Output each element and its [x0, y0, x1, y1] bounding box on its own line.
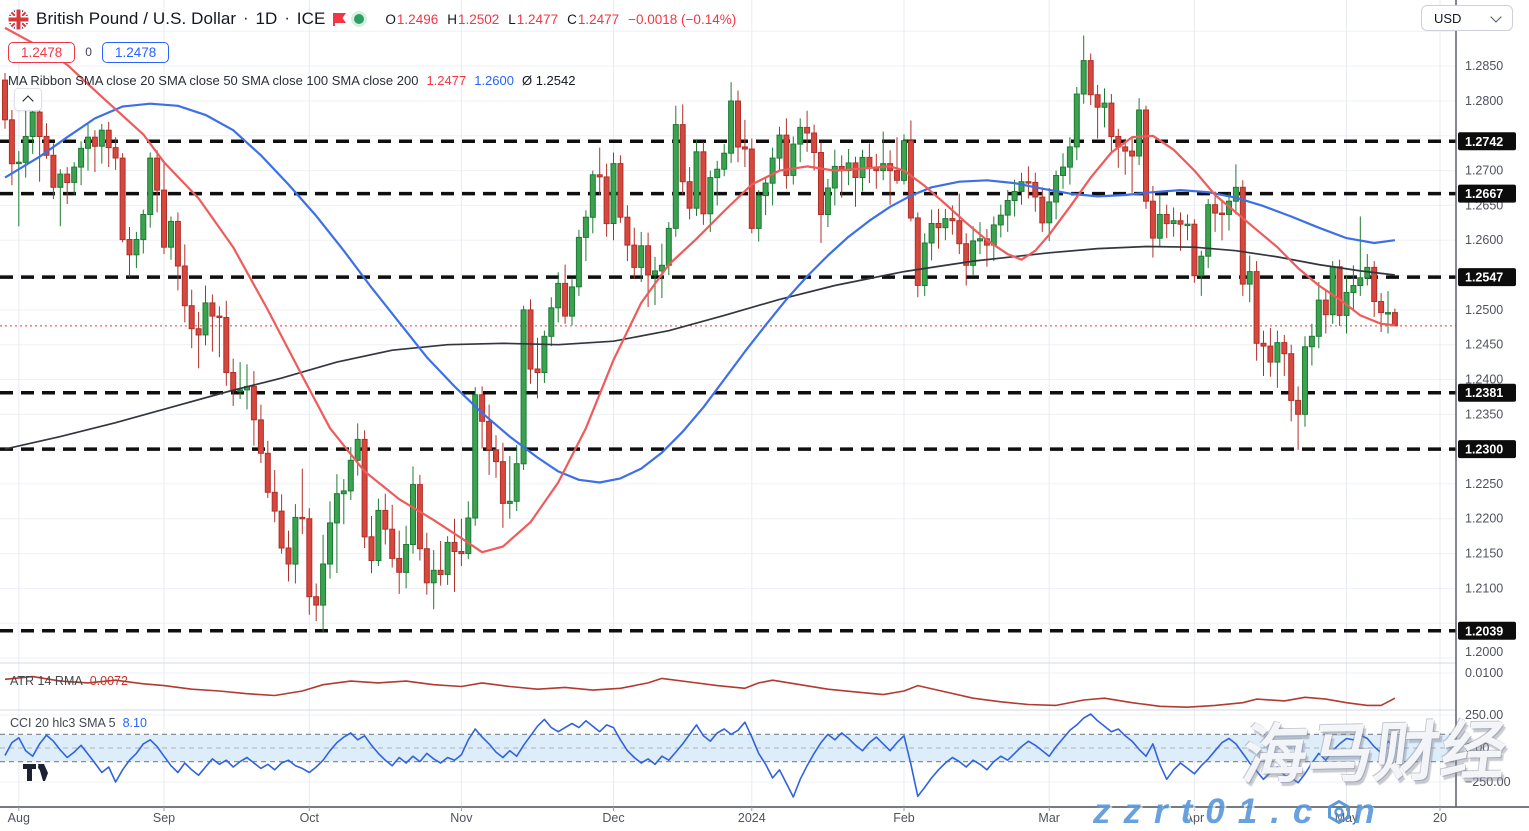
ma-ribbon-label[interactable]: MA Ribbon SMA close 20 SMA close 50 SMA …	[8, 73, 419, 88]
currency-dropdown[interactable]: USD	[1421, 5, 1513, 31]
price-level-lines[interactable]	[0, 139, 1456, 633]
svg-text:Mar: Mar	[1038, 811, 1060, 825]
svg-text:May: May	[1335, 811, 1359, 825]
close-label: C	[567, 11, 577, 27]
cci-legend[interactable]: CCI 20 hlc3 SMA 5 8.10	[10, 716, 147, 730]
svg-text:1.2600: 1.2600	[1465, 233, 1503, 247]
sma-20-line	[4, 26, 1396, 554]
svg-text:1.2400: 1.2400	[1465, 373, 1503, 387]
cci-band	[0, 733, 1456, 763]
svg-text:−250.00: −250.00	[1465, 775, 1511, 789]
atr-value: 0.0072	[89, 674, 128, 688]
chevron-up-icon	[22, 95, 34, 107]
cci-line[interactable]	[4, 713, 1396, 798]
ma-mid-value: 1.2600	[474, 73, 514, 88]
svg-text:Nov: Nov	[450, 811, 473, 825]
red-flag-icon[interactable]	[332, 12, 347, 27]
svg-text:1.2100: 1.2100	[1465, 581, 1503, 595]
ma-ribbon-legend[interactable]: MA Ribbon SMA close 20 SMA close 50 SMA …	[8, 73, 736, 88]
svg-text:1.2039: 1.2039	[1465, 624, 1503, 638]
legend-collapse-button[interactable]	[14, 88, 42, 111]
price-axis[interactable]: 1.28501.28001.27001.26501.26001.25001.24…	[1458, 59, 1516, 789]
atr-label[interactable]: ATR 14 RMA	[10, 674, 83, 688]
high-label: H	[447, 11, 457, 27]
svg-text:1.2000: 1.2000	[1465, 645, 1503, 659]
symbol-legend: British Pound / U.S. Dollar · 1D · ICE O…	[8, 6, 736, 88]
high-value: 1.2502	[457, 11, 500, 27]
uk-flag-icon	[8, 9, 29, 29]
ma-average-value: Ø 1.2542	[521, 73, 576, 88]
svg-text:1.2200: 1.2200	[1465, 512, 1503, 526]
svg-text:1.2150: 1.2150	[1465, 547, 1503, 561]
svg-text:250.00: 250.00	[1465, 708, 1503, 722]
price-level-badge	[1458, 621, 1516, 640]
price-level-badge	[1458, 383, 1516, 402]
svg-text:1.2850: 1.2850	[1465, 59, 1503, 73]
svg-text:0.00: 0.00	[1465, 741, 1489, 755]
svg-text:Dec: Dec	[602, 811, 624, 825]
close-value: 1.2477	[577, 11, 620, 27]
pane-separators[interactable]	[0, 0, 1529, 808]
svg-text:0.0100: 0.0100	[1465, 666, 1503, 680]
sma-100-line	[4, 102, 1396, 484]
title-separator: ·	[243, 10, 249, 27]
svg-text:1.2450: 1.2450	[1465, 338, 1503, 352]
svg-text:Feb: Feb	[893, 811, 915, 825]
svg-text:1.2667: 1.2667	[1465, 187, 1503, 201]
open-label: O	[385, 11, 396, 27]
price-level-badge	[1458, 268, 1516, 287]
svg-text:1.2300: 1.2300	[1465, 443, 1503, 457]
svg-text:20: 20	[1433, 811, 1447, 825]
svg-text:1.2700: 1.2700	[1465, 164, 1503, 178]
sell-button[interactable]: 1.2478	[8, 41, 76, 63]
svg-text:Sep: Sep	[153, 811, 175, 825]
low-label: L	[508, 11, 516, 27]
low-value: 1.2477	[516, 11, 559, 27]
atr-legend[interactable]: ATR 14 RMA 0.0072	[10, 674, 128, 688]
candlesticks	[2, 35, 1398, 633]
tradingview-logo[interactable]	[22, 763, 51, 788]
chevron-down-icon	[1490, 10, 1502, 23]
svg-text:1.2350: 1.2350	[1465, 407, 1503, 421]
svg-text:2024: 2024	[738, 811, 766, 825]
svg-text:Apr: Apr	[1185, 811, 1204, 825]
svg-text:1.2381: 1.2381	[1465, 386, 1503, 400]
svg-text:1.2250: 1.2250	[1465, 477, 1503, 491]
ma-fast-value: 1.2477	[426, 73, 467, 88]
atr-line[interactable]	[4, 675, 1396, 709]
spread-value: 0	[85, 45, 92, 59]
svg-text:1.2742: 1.2742	[1465, 135, 1503, 149]
cci-label[interactable]: CCI 20 hlc3 SMA 5	[10, 716, 116, 730]
sma-200-line	[4, 245, 1396, 450]
svg-text:Aug: Aug	[8, 811, 30, 825]
exchange-label[interactable]: ICE	[296, 9, 326, 28]
cci-value: 8.10	[122, 716, 147, 730]
symbol-title[interactable]: British Pound / U.S. Dollar	[36, 9, 237, 28]
market-status-icon[interactable]	[354, 14, 365, 24]
price-level-badge	[1458, 184, 1516, 203]
svg-text:1.2800: 1.2800	[1465, 94, 1503, 108]
price-level-badge	[1458, 132, 1516, 151]
svg-text:1.2500: 1.2500	[1465, 303, 1503, 317]
interval-label[interactable]: 1D	[255, 9, 278, 28]
buy-button[interactable]: 1.2478	[101, 41, 170, 63]
svg-text:1.2547: 1.2547	[1465, 271, 1503, 285]
price-level-badge	[1458, 440, 1516, 459]
ohlc-readout: O1.2496 H1.2502 L1.2477 C1.2477 −0.0018 …	[385, 12, 736, 27]
time-axis[interactable]: Aug Sep Oct Nov Dec 2024 Feb Mar Apr May 20	[8, 807, 1447, 825]
moving-average-lines[interactable]	[4, 26, 1396, 554]
svg-text:Oct: Oct	[300, 811, 320, 825]
open-value: 1.2496	[396, 11, 439, 27]
title-separator2: ·	[284, 10, 290, 27]
change-value: −0.0018 (−0.14%)	[628, 11, 737, 27]
tradingview-logo-icon	[23, 764, 48, 781]
currency-label: USD	[1434, 10, 1462, 26]
